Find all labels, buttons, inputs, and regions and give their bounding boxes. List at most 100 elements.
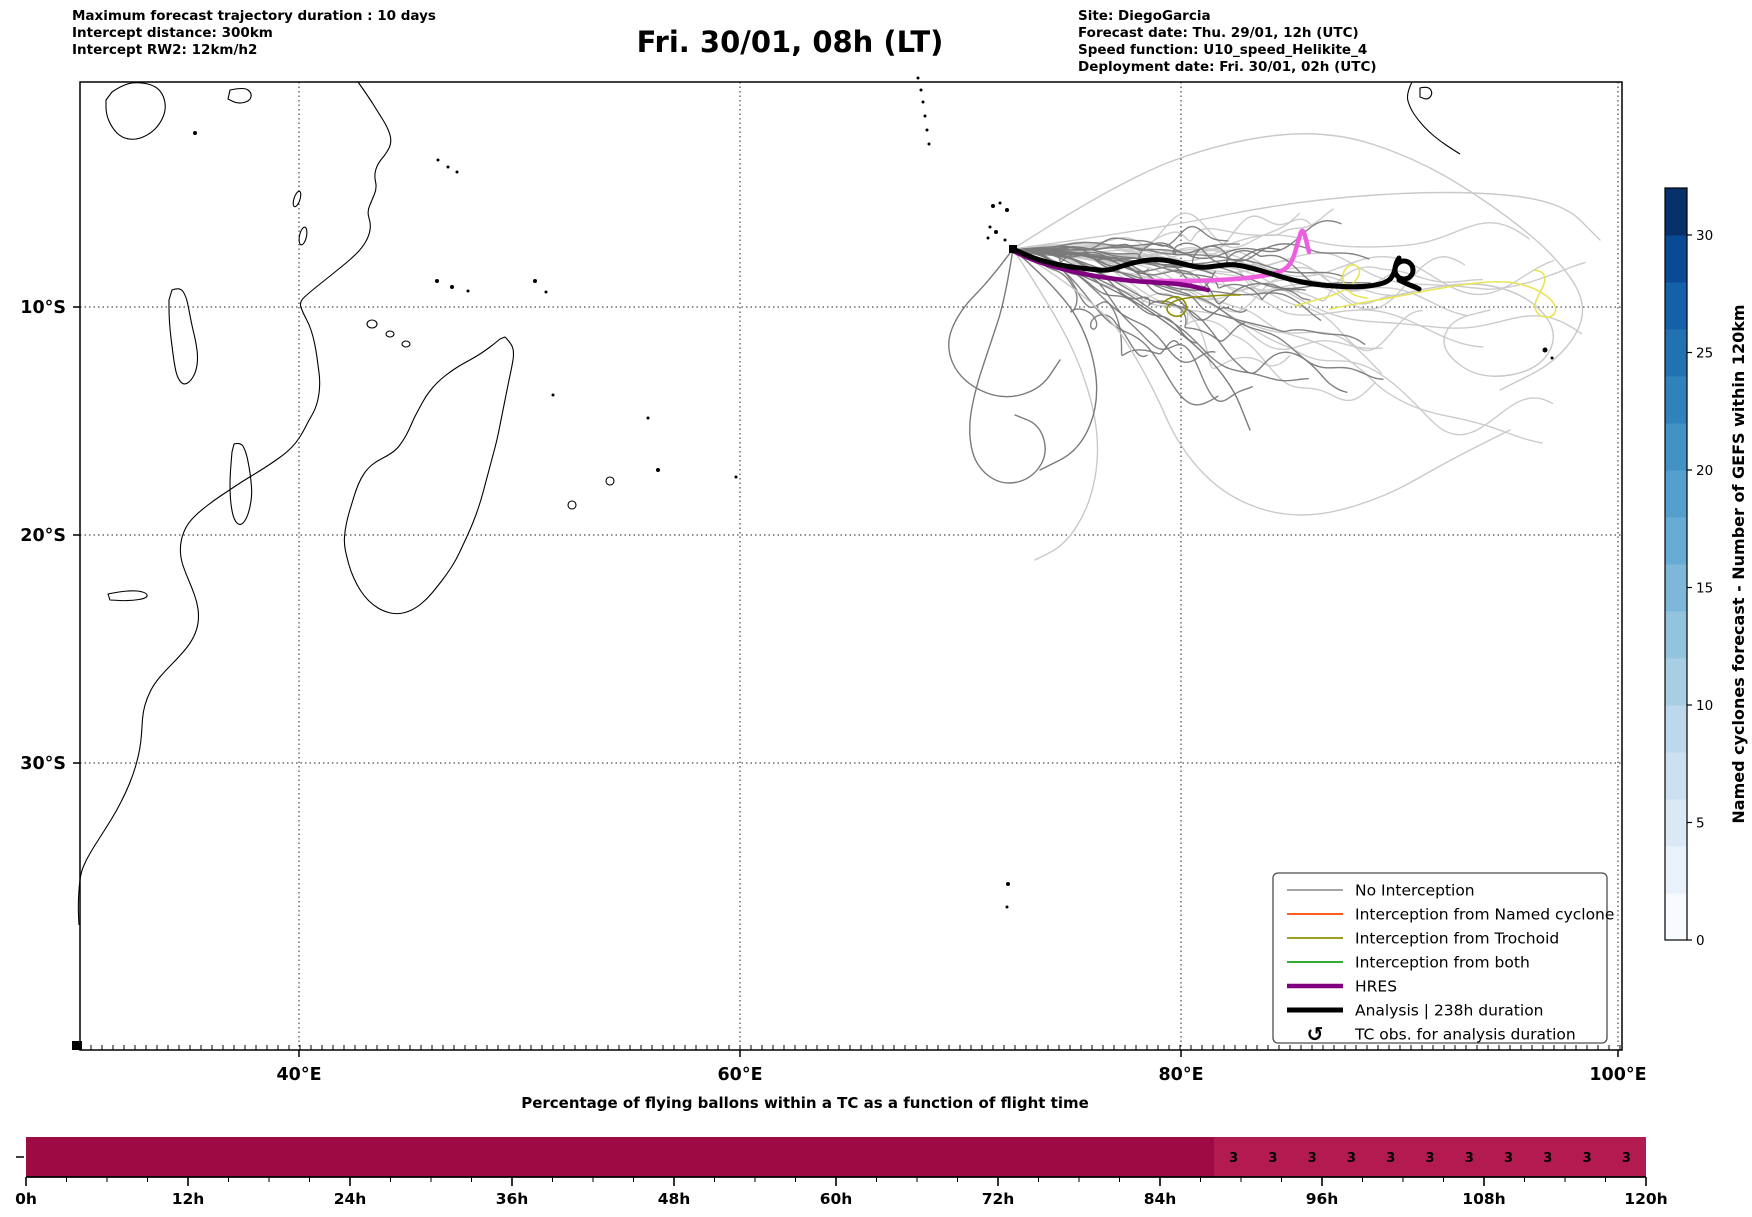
ensemble-trajectory (1012, 248, 1099, 561)
colorbar-border (1664, 187, 1688, 941)
analysis-tail (1396, 277, 1422, 292)
colorbar-segment (1665, 658, 1687, 706)
island-dot (193, 131, 197, 135)
yellow-2-track (1329, 269, 1557, 319)
analysis-track (1010, 246, 1402, 290)
colorbar-segment (1665, 564, 1687, 612)
bar-cell-count: 3 (1268, 1151, 1277, 1166)
legend-label: No Interception (1355, 882, 1475, 900)
legend-label: Analysis | 238h duration (1355, 1002, 1544, 1020)
bar-x-tick-label: 36h (496, 1190, 529, 1208)
colorbar-segment (1665, 893, 1687, 941)
no-interception-trajectory (1012, 220, 1342, 260)
no-interception-faded-trajectory (1012, 245, 1586, 290)
map-islands (72, 76, 1554, 1050)
map-frame (73, 81, 1623, 1057)
ensemble-trajectory (1012, 248, 1098, 471)
bar-x-tick-label: 108h (1462, 1190, 1505, 1208)
pemba-island (298, 226, 308, 246)
no-interception-trajectory (1012, 248, 1366, 345)
no-interception-trajectory (1012, 248, 1306, 305)
intercept-rw2-text: Intercept RW2: 12km/h2 (72, 42, 257, 58)
island-dot (925, 128, 929, 132)
ensemble-trajectory (1012, 191, 1601, 250)
island-dot (551, 393, 555, 397)
hres-cyclone-track (1142, 228, 1312, 284)
ensemble-trajectory (948, 248, 1061, 398)
sumatra-islet-coastline (1419, 86, 1433, 100)
map-border (79, 81, 1623, 1051)
island-dot (991, 204, 995, 208)
bar-cell-count: 3 (1425, 1151, 1434, 1166)
island-dot (927, 142, 931, 146)
bar-cell-count: 3 (1347, 1151, 1356, 1166)
no-interception-trajectory (1012, 248, 1248, 321)
lake-kyoga-coastline (227, 87, 252, 104)
colorbar-segment (1665, 517, 1687, 565)
no-interception-trajectory (1012, 248, 1384, 380)
zanzibar-island (292, 190, 302, 208)
bar-segment (26, 1137, 1214, 1177)
bar-x-tick-label: 120h (1624, 1190, 1667, 1208)
island-dot (923, 114, 927, 118)
ensemble-trajectory (1012, 248, 1511, 516)
legend-box (1272, 872, 1608, 1044)
legend-label: HRES (1355, 978, 1397, 996)
mauritius-island (605, 476, 615, 486)
map-legend: No Interception Interception from Named c… (1272, 872, 1614, 1046)
no-interception-trajectory (1012, 248, 1311, 301)
bar-cell-count: 3 (1465, 1151, 1474, 1166)
tc-obs-rotate-icon: ↺ (1307, 1022, 1324, 1046)
island-dot (1550, 356, 1554, 360)
island-dot (450, 285, 454, 289)
no-interception-faded-trajectory (1012, 208, 1334, 251)
no-interception-faded-trajectory (1012, 247, 1555, 296)
bar-x-tick-label: 0h (15, 1190, 37, 1208)
forecast-date-text: Forecast date: Thu. 29/01, 12h (UTC) (1078, 25, 1359, 41)
ensemble-trajectory (969, 248, 1046, 484)
no-interception-faded-trajectory (1012, 248, 1554, 436)
island-dot (994, 230, 998, 234)
hres-track (1010, 248, 1211, 293)
no-interception-faded-trajectory (1012, 212, 1301, 254)
x-tick-label: 100°E (1589, 1065, 1646, 1085)
island-dot (1005, 905, 1009, 909)
bar-cell-count: 3 (1504, 1151, 1513, 1166)
island-dot (436, 158, 440, 162)
colorbar-segment (1665, 188, 1687, 236)
reunion-island (567, 500, 577, 510)
page-title: Fri. 30/01, 08h (LT) (637, 25, 944, 59)
colorbar-tick-label: 0 (1696, 933, 1705, 949)
island-dot (455, 170, 459, 174)
madagascar-coastline (343, 336, 515, 615)
island-dot (1003, 238, 1007, 242)
no-interception-trajectory (1012, 248, 1216, 363)
island-dot (656, 468, 660, 472)
no-interception-trajectory (1012, 248, 1309, 382)
comoro-3-island (401, 340, 411, 348)
bar-x-tick-label: 60h (820, 1190, 853, 1208)
island-dot (533, 279, 537, 283)
x-tick-label: 60°E (717, 1065, 762, 1085)
island-dot (998, 201, 1002, 205)
lake-tanganyika-coastline (168, 288, 199, 385)
bar-cell-count: 3 (1229, 1151, 1238, 1166)
speed-function-text: Speed function: U10_speed_Helikite_4 (1078, 42, 1367, 58)
colorbar-segment (1665, 705, 1687, 753)
flight-time-bar-chart: Percentage of flying ballons within a TC… (15, 1094, 1668, 1208)
island-dot (916, 76, 920, 80)
colorbar-segment (1665, 799, 1687, 847)
colorbar-tick-label: 25 (1696, 346, 1713, 362)
lake-victoria-coastline (105, 82, 166, 140)
island-dot (988, 225, 992, 229)
sumatra-corner-coastline (1406, 81, 1461, 155)
ensemble-trajectory (1379, 283, 1554, 377)
no-interception-faded-trajectory (1012, 222, 1530, 254)
colorbar-segment (1665, 752, 1687, 800)
bar-segment (1214, 1137, 1646, 1177)
x-tick-label: 40°E (276, 1065, 321, 1085)
deployment-date-text: Deployment date: Fri. 30/01, 02h (UTC) (1078, 59, 1377, 75)
x-tick-label: 80°E (1158, 1065, 1203, 1085)
island-dot (734, 475, 738, 479)
